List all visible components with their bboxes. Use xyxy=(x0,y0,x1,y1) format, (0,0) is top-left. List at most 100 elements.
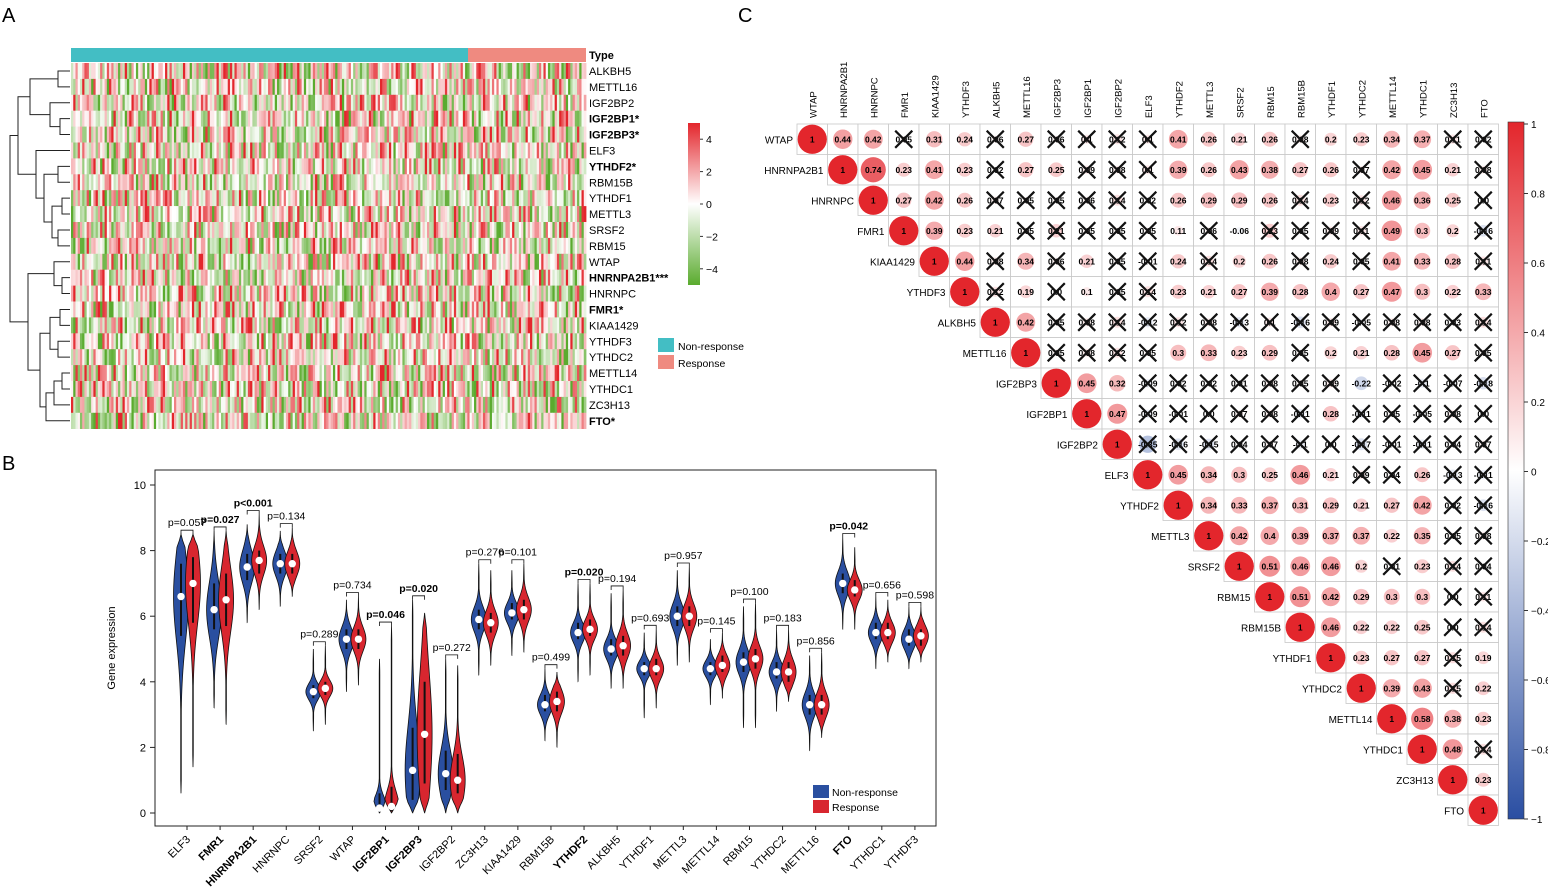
heatmap-cell xyxy=(339,126,343,143)
heatmap-cell xyxy=(534,63,538,80)
heatmap-cell xyxy=(538,142,542,159)
heatmap-cell xyxy=(191,142,195,159)
heatmap-cell xyxy=(297,126,300,143)
heatmap-cell xyxy=(359,94,363,111)
heatmap-cell xyxy=(465,126,468,143)
heatmap-cell xyxy=(270,142,273,159)
heatmap-cell xyxy=(160,110,164,127)
heatmap-cell xyxy=(290,110,294,127)
heatmap-cell xyxy=(95,142,99,159)
heatmap-cell xyxy=(554,142,558,159)
heatmap-cell xyxy=(552,126,556,143)
heatmap-cell xyxy=(84,158,88,175)
heatmap-cell xyxy=(221,142,224,159)
heatmap-cell xyxy=(174,110,177,127)
heatmap-cell xyxy=(397,158,401,175)
heatmap-cell xyxy=(265,126,269,143)
heatmap-cell xyxy=(162,63,166,80)
heatmap-cell xyxy=(422,78,426,96)
heatmap-cell xyxy=(93,126,97,143)
heatmap-cell xyxy=(505,94,509,111)
heatmap-cell xyxy=(272,94,276,111)
heatmap-cell xyxy=(433,110,437,127)
heatmap-cell xyxy=(182,110,186,127)
heatmap-cell xyxy=(556,94,560,111)
heatmap-cell xyxy=(382,142,385,159)
dendrogram-branch xyxy=(29,78,58,116)
heatmap-cell xyxy=(140,110,144,127)
heatmap-cell xyxy=(88,174,92,191)
heatmap-cell xyxy=(283,110,287,127)
dendrogram-branch xyxy=(61,372,70,390)
heatmap-cell xyxy=(140,63,144,80)
heatmap-cell xyxy=(330,158,334,175)
heatmap-cell xyxy=(444,126,448,143)
heatmap-cell xyxy=(559,110,562,127)
heatmap-cell xyxy=(485,94,488,111)
heatmap-cell xyxy=(97,110,101,127)
heatmap-cell xyxy=(281,110,285,127)
heatmap-cell xyxy=(319,158,323,175)
heatmap-cell xyxy=(350,126,354,143)
heatmap-cell xyxy=(456,63,459,80)
heatmap-cell xyxy=(536,158,540,175)
heatmap-cell xyxy=(256,63,260,80)
heatmap-cell xyxy=(223,110,226,127)
heatmap-cell xyxy=(200,94,204,111)
heatmap-cell xyxy=(565,94,569,111)
heatmap-cell xyxy=(420,63,423,80)
heatmap-cell xyxy=(254,158,258,175)
heatmap-cell xyxy=(171,158,175,175)
heatmap-cell xyxy=(297,94,300,111)
heatmap-cell xyxy=(411,63,414,80)
heatmap-cell xyxy=(487,142,491,159)
heatmap-cell xyxy=(366,94,370,111)
heatmap-cell xyxy=(384,63,388,80)
heatmap-cell xyxy=(447,63,450,80)
heatmap-cell xyxy=(288,78,291,96)
heatmap-cell xyxy=(545,78,549,96)
heatmap-cell xyxy=(126,94,130,111)
heatmap-cell xyxy=(453,142,457,159)
heatmap-cell xyxy=(234,142,238,159)
heatmap-cell xyxy=(487,126,491,143)
heatmap-cell xyxy=(319,110,323,127)
heatmap-cell xyxy=(156,78,159,96)
heatmap-cell xyxy=(442,126,446,143)
heatmap-cell xyxy=(232,158,235,175)
heatmap-cell xyxy=(232,142,235,159)
heatmap-cell xyxy=(491,158,495,175)
heatmap-cell xyxy=(418,158,421,175)
heatmap-cell xyxy=(71,126,74,143)
heatmap-cell xyxy=(234,126,238,143)
heatmap-cell xyxy=(71,63,74,80)
heatmap-cell xyxy=(256,94,260,111)
heatmap-cell xyxy=(409,78,412,96)
heatmap-cell xyxy=(82,142,85,159)
heatmap-cell xyxy=(91,63,94,80)
heatmap-cell xyxy=(583,174,587,191)
heatmap-cell xyxy=(357,158,361,175)
heatmap-cell xyxy=(294,63,298,80)
heatmap-cell xyxy=(471,126,475,143)
heatmap-cell xyxy=(140,158,144,175)
heatmap-cell xyxy=(561,63,565,80)
heatmap-cell xyxy=(285,126,289,143)
heatmap-cell xyxy=(384,142,388,159)
heatmap-cell xyxy=(474,94,477,111)
heatmap-cell xyxy=(543,78,547,96)
heatmap-cell xyxy=(550,63,553,80)
heatmap-cell xyxy=(344,142,347,159)
heatmap-cell xyxy=(496,94,500,111)
heatmap-cell xyxy=(332,158,336,175)
heatmap-cell xyxy=(433,63,437,80)
heatmap-cell xyxy=(371,94,374,111)
heatmap-cell xyxy=(285,158,289,175)
heatmap-cell xyxy=(115,142,119,159)
heatmap-cell xyxy=(483,94,486,111)
heatmap-cell xyxy=(494,110,497,127)
heatmap-cell xyxy=(373,110,376,127)
heatmap-cell xyxy=(84,110,88,127)
heatmap-cell xyxy=(326,158,329,175)
heatmap-cell xyxy=(395,94,399,111)
